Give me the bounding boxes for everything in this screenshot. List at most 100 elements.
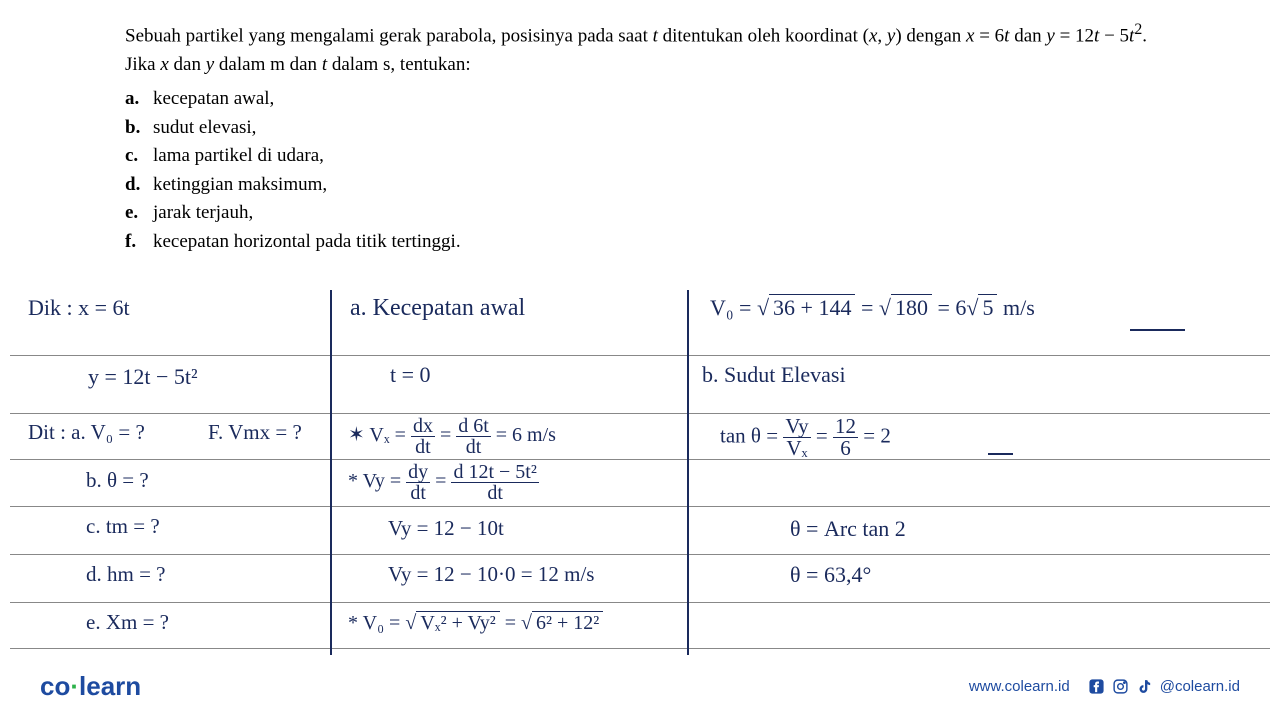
hw-theta2: θ = 63,4° bbox=[790, 562, 871, 588]
frac: VyVₓ bbox=[783, 416, 810, 459]
option-d: d.ketinggian maksimum, bbox=[125, 171, 1180, 200]
hw-v0-result: V₀ = √36 + 144 = √180 = 6√5 m/s bbox=[710, 295, 1035, 321]
hw-y: y = 12t − 5t² bbox=[88, 364, 198, 390]
hw-c: c. tm = ? bbox=[86, 514, 160, 539]
text: ditentukan oleh koordinat ( bbox=[658, 25, 869, 46]
frac: d 12t − 5t²dt bbox=[451, 462, 538, 503]
hw-f: F. Vmx = ? bbox=[208, 420, 302, 445]
hw-vy2: Vy = 12 − 10t bbox=[388, 516, 504, 541]
text: dan bbox=[169, 54, 206, 75]
text: = 12 bbox=[1055, 25, 1094, 46]
text: tan θ = bbox=[720, 423, 783, 447]
logo-learn: learn bbox=[79, 671, 141, 701]
option-text: kecepatan awal, bbox=[153, 85, 1180, 114]
logo: co·learn bbox=[40, 671, 141, 702]
frac: d 6tdt bbox=[456, 416, 491, 457]
option-text: kecepatan horizontal pada titik tertingg… bbox=[153, 228, 1180, 257]
option-f: f.kecepatan horizontal pada titik tertin… bbox=[125, 228, 1180, 257]
text: = 6 bbox=[974, 25, 1004, 46]
sqrt: 5 bbox=[978, 294, 997, 320]
star-icon: * bbox=[348, 612, 358, 634]
star-icon: ✶ bbox=[348, 424, 365, 446]
underline bbox=[1130, 329, 1185, 331]
text: m/s bbox=[997, 295, 1034, 320]
rule-line bbox=[10, 506, 1270, 507]
tiktok-icon[interactable] bbox=[1136, 678, 1154, 696]
text: V₀ = bbox=[363, 612, 406, 634]
hw-e: e. Xm = ? bbox=[86, 610, 169, 635]
logo-dot: · bbox=[70, 671, 79, 701]
var: y bbox=[1046, 25, 1054, 46]
hw-a-title: a. Kecepatan awal bbox=[350, 295, 525, 322]
option-e: e.jarak terjauh, bbox=[125, 199, 1180, 228]
hw-tan-line: tan θ = VyVₓ = 126 = 2 bbox=[720, 416, 891, 459]
problem-statement: Sebuah partikel yang mengalami gerak par… bbox=[0, 0, 1280, 266]
rule-line bbox=[10, 355, 1270, 356]
text: = bbox=[811, 423, 833, 447]
rule-line bbox=[10, 602, 1270, 603]
footer: co·learn www.colearn.id @colearn.id bbox=[0, 671, 1280, 702]
hw-vy3: Vy = 12 − 10·0 = 12 m/s bbox=[388, 562, 594, 587]
rule-line bbox=[10, 413, 1270, 414]
option-label: b. bbox=[125, 114, 153, 143]
frac: dydt bbox=[406, 462, 430, 503]
instagram-icon[interactable] bbox=[1112, 678, 1130, 696]
text: dalam m dan bbox=[214, 54, 322, 75]
option-text: lama partikel di udara, bbox=[153, 142, 1180, 171]
text: Sebuah partikel yang mengalami gerak par… bbox=[125, 25, 653, 46]
option-text: sudut elevasi, bbox=[153, 114, 1180, 143]
rule-line bbox=[10, 459, 1270, 460]
text: Vₓ = bbox=[369, 424, 411, 446]
option-text: ketinggian maksimum, bbox=[153, 171, 1180, 200]
logo-co: co bbox=[40, 671, 70, 701]
text: = 6 m/s bbox=[491, 424, 556, 446]
var: x bbox=[160, 54, 168, 75]
text: = bbox=[430, 470, 451, 492]
option-label: a. bbox=[125, 85, 153, 114]
frac: 126 bbox=[833, 416, 858, 459]
website-link[interactable]: www.colearn.id bbox=[969, 678, 1070, 695]
text: Vy = bbox=[363, 470, 407, 492]
hw-theta1: θ = Arc tan 2 bbox=[790, 516, 906, 542]
social-links: @colearn.id bbox=[1088, 678, 1240, 696]
rule-line bbox=[10, 554, 1270, 555]
option-label: c. bbox=[125, 142, 153, 171]
sqrt: Vₓ² + Vy² bbox=[416, 611, 499, 634]
problem-options: a.kecepatan awal, b.sudut elevasi, c.lam… bbox=[125, 85, 1180, 256]
option-c: c.lama partikel di udara, bbox=[125, 142, 1180, 171]
text: , bbox=[877, 25, 887, 46]
text: dalam s, tentukan: bbox=[327, 54, 471, 75]
text: = 2 bbox=[858, 423, 891, 447]
underline bbox=[988, 453, 1013, 455]
hw-t0: t = 0 bbox=[390, 362, 431, 388]
text: = 6 bbox=[932, 295, 966, 320]
option-a: a.kecepatan awal, bbox=[125, 85, 1180, 114]
hw-v0-line: * V₀ = √Vₓ² + Vy² = √6² + 12² bbox=[348, 612, 603, 635]
frac: dxdt bbox=[411, 416, 435, 457]
hw-dik: Dik : x = 6t bbox=[28, 295, 130, 321]
sqrt: 180 bbox=[891, 294, 932, 320]
text: V₀ = bbox=[710, 295, 757, 320]
divider-2 bbox=[687, 290, 689, 655]
hw-vy-line: * Vy = dydt = d 12t − 5t²dt bbox=[348, 462, 539, 503]
option-label: e. bbox=[125, 199, 153, 228]
sqrt: 6² + 12² bbox=[532, 611, 603, 634]
text: = bbox=[435, 424, 456, 446]
star-icon: * bbox=[348, 470, 358, 492]
text: dan bbox=[1009, 25, 1046, 46]
hw-b-title: b. Sudut Elevasi bbox=[702, 362, 846, 388]
option-text: jarak terjauh, bbox=[153, 199, 1180, 228]
sqrt: 36 + 144 bbox=[769, 294, 855, 320]
var: y bbox=[206, 54, 214, 75]
text: = bbox=[500, 612, 521, 634]
text: − 5 bbox=[1099, 25, 1129, 46]
text: = bbox=[855, 295, 878, 320]
facebook-icon[interactable] bbox=[1088, 678, 1106, 696]
hw-vx-line: ✶ Vₓ = dxdt = d 6tdt = 6 m/s bbox=[348, 416, 556, 457]
hw-d: d. hm = ? bbox=[86, 562, 166, 587]
option-label: d. bbox=[125, 171, 153, 200]
social-handle[interactable]: @colearn.id bbox=[1160, 678, 1240, 695]
rule-line bbox=[10, 648, 1270, 649]
hw-b: b. θ = ? bbox=[86, 468, 149, 493]
text: ) dengan bbox=[895, 25, 966, 46]
